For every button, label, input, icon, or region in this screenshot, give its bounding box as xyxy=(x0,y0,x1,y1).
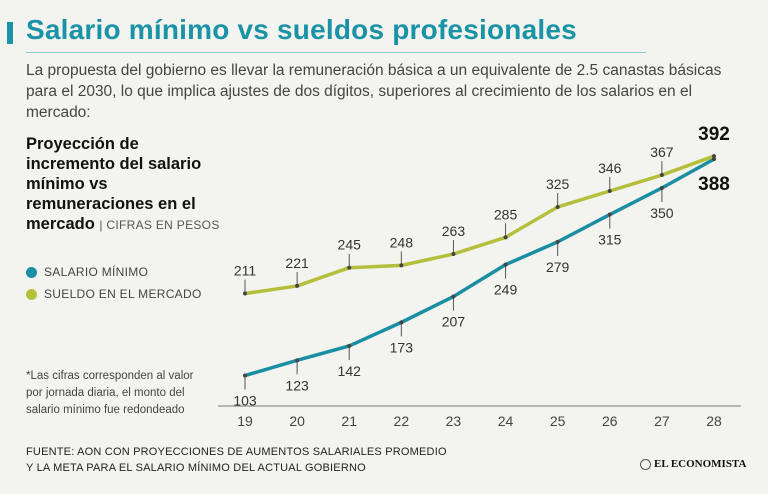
data-label-minimum-wage: 350 xyxy=(650,205,674,221)
chart-legend: SALARIO MÍNIMO SUELDO EN EL MERCADO xyxy=(26,261,202,305)
x-tick-label: 20 xyxy=(289,413,305,429)
data-label-minimum-wage: 249 xyxy=(494,282,518,298)
data-point-minimum-wage xyxy=(347,343,352,348)
title-divider xyxy=(26,52,646,53)
source-text: FUENTE: AON CON PROYECCIONES DE AUMENTOS… xyxy=(26,446,447,474)
data-point-market-salary xyxy=(712,154,716,159)
data-point-minimum-wage xyxy=(659,185,664,190)
chart-units: | CIFRAS EN PESOS xyxy=(99,218,220,232)
data-label-market-salary: 392 xyxy=(698,124,730,145)
data-label-minimum-wage: 173 xyxy=(390,339,414,355)
x-tick-label: 21 xyxy=(341,413,357,429)
data-label-minimum-wage: 123 xyxy=(285,377,309,393)
footnote: *Las cifras corresponden al valor por jo… xyxy=(26,370,194,416)
x-tick-label: 24 xyxy=(498,413,514,429)
data-label-market-salary: 211 xyxy=(234,263,257,279)
x-tick-label: 26 xyxy=(602,413,618,429)
data-label-market-salary: 346 xyxy=(598,160,622,176)
publisher-name: EL ECONOMISTA xyxy=(654,458,747,470)
x-tick-label: 25 xyxy=(550,413,566,429)
data-label-minimum-wage: 279 xyxy=(546,259,570,275)
data-label-market-salary: 285 xyxy=(494,206,518,222)
data-point-market-salary xyxy=(295,283,300,288)
series-line-minimum-wage xyxy=(243,157,716,378)
legend-item-market-salary: SUELDO EN EL MERCADO xyxy=(26,283,202,305)
data-point-market-salary xyxy=(555,204,560,209)
data-point-market-salary xyxy=(243,291,247,296)
data-point-market-salary xyxy=(399,263,404,268)
legend-swatch-market-salary xyxy=(26,288,37,300)
data-label-minimum-wage: 103 xyxy=(233,393,257,409)
chart-title: Proyección de incremento del salario mín… xyxy=(26,134,226,235)
legend-label-market-salary: SUELDO EN EL MERCADO xyxy=(44,287,202,301)
x-tick-label: 22 xyxy=(394,413,410,429)
title-accent-bar xyxy=(7,22,13,44)
page-subtitle: La propuesta del gobierno es llevar la r… xyxy=(26,62,722,121)
data-label-market-salary: 263 xyxy=(442,223,466,239)
data-label-market-salary: 325 xyxy=(546,176,570,192)
legend-label-minimum-wage: SALARIO MÍNIMO xyxy=(44,265,149,279)
data-label-market-salary: 248 xyxy=(390,234,414,250)
data-point-market-salary xyxy=(607,189,612,194)
data-label-minimum-wage: 142 xyxy=(338,363,362,379)
series-line-market-salary xyxy=(243,154,716,296)
legend-item-minimum-wage: SALARIO MÍNIMO xyxy=(26,261,202,283)
data-point-market-salary xyxy=(451,252,456,257)
data-point-market-salary xyxy=(503,235,508,240)
x-tick-label: 19 xyxy=(237,413,253,429)
page-title: Salario mínimo vs sueldos profesionales xyxy=(26,14,577,45)
x-tick-label: 27 xyxy=(654,413,670,429)
data-label-market-salary: 245 xyxy=(338,237,362,253)
x-tick-label: 23 xyxy=(446,413,462,429)
data-point-minimum-wage xyxy=(607,212,612,217)
legend-swatch-minimum-wage xyxy=(26,266,37,278)
data-point-minimum-wage xyxy=(712,157,716,162)
data-label-minimum-wage: 207 xyxy=(442,314,466,330)
data-label-market-salary: 367 xyxy=(650,144,674,160)
data-point-minimum-wage xyxy=(503,262,508,267)
publisher-logo: EL ECONOMISTA xyxy=(640,458,764,470)
publisher-logo-icon xyxy=(640,458,651,470)
data-label-market-salary: 221 xyxy=(285,255,309,271)
data-point-minimum-wage xyxy=(243,373,247,378)
data-point-market-salary xyxy=(347,265,352,270)
chart-title-main: Proyección de incremento del salario mín… xyxy=(26,135,202,233)
data-point-market-salary xyxy=(659,173,664,178)
data-point-minimum-wage xyxy=(451,294,456,299)
data-point-minimum-wage xyxy=(399,320,404,325)
data-point-minimum-wage xyxy=(295,358,300,363)
x-tick-label: 28 xyxy=(706,413,722,429)
data-label-minimum-wage: 388 xyxy=(698,174,730,195)
data-point-minimum-wage xyxy=(555,239,560,244)
data-label-minimum-wage: 315 xyxy=(598,232,622,248)
